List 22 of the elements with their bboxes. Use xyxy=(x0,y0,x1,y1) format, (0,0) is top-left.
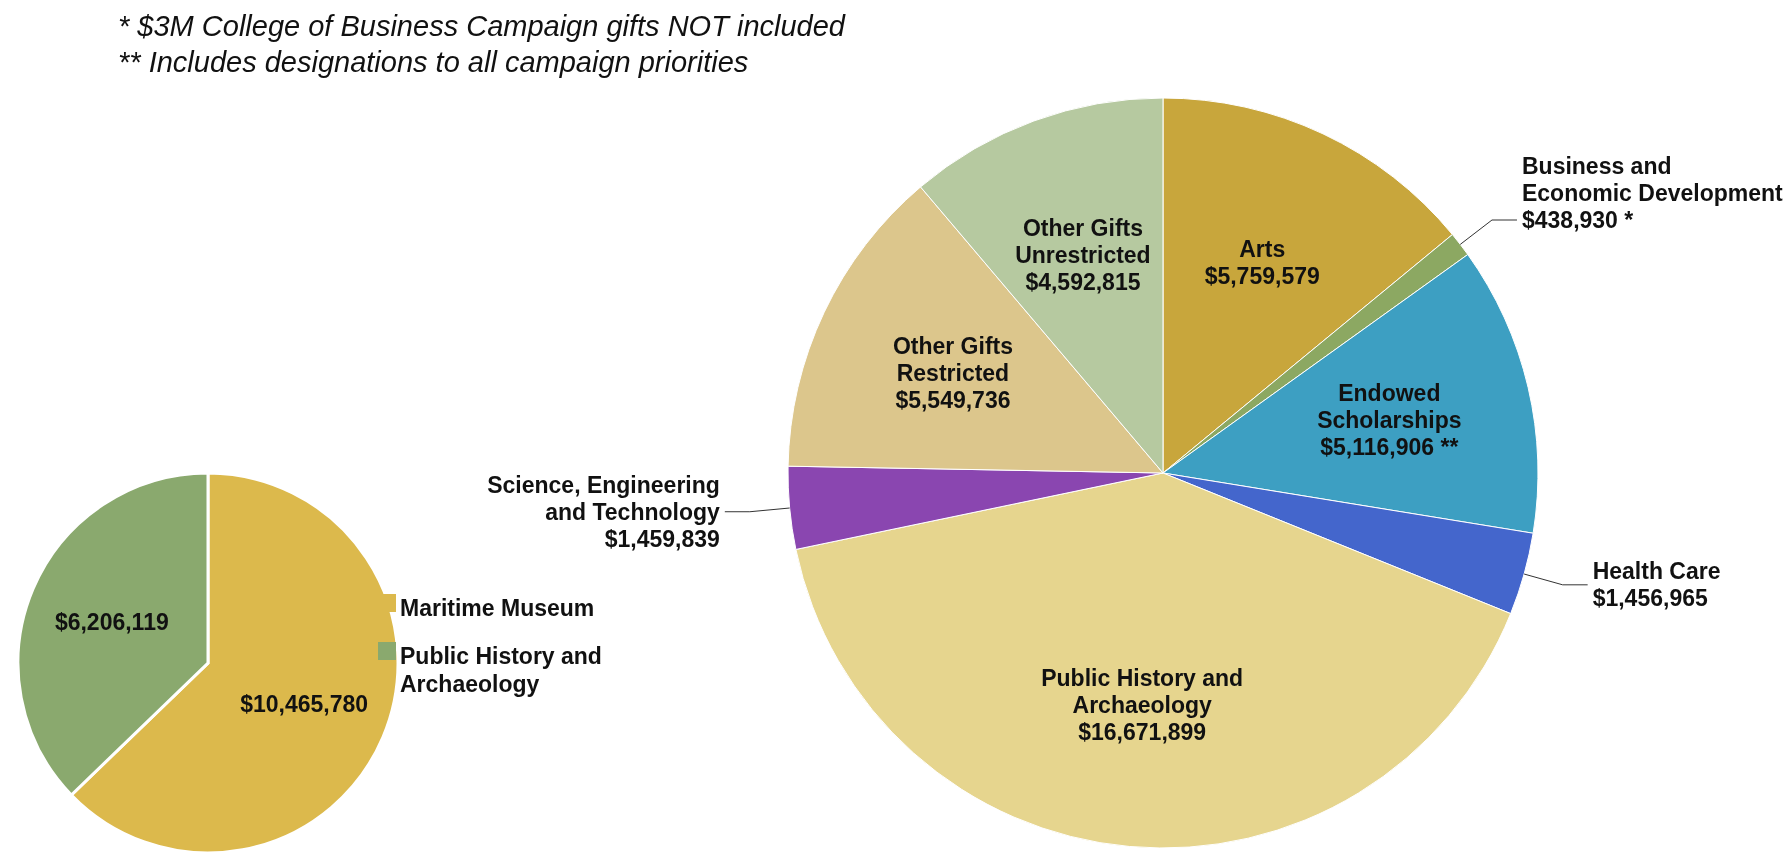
slice-label: Business and Economic Development xyxy=(1521,153,1784,207)
slice-label: Arts xyxy=(1239,236,1286,263)
data-label: $1,456,965 xyxy=(1592,585,1708,612)
data-label: $1,459,839 xyxy=(604,525,720,552)
legend-label: Public History and Archaeology xyxy=(400,641,603,698)
slice-label: Other Gifts Unrestricted xyxy=(1015,214,1151,268)
slice-label: Other Gifts Restricted xyxy=(892,333,1014,387)
data-label: $5,116,906 ** xyxy=(1320,433,1459,460)
slice-label: Public History and Archaeology xyxy=(1041,664,1244,718)
data-label: $5,549,736 xyxy=(895,387,1011,414)
data-label: $10,465,780 xyxy=(240,690,369,717)
text: ** Includes designations to all campaign priorities xyxy=(118,45,750,80)
legend-label: Maritime Museum xyxy=(400,593,595,622)
data-label: $438,930 * xyxy=(1521,207,1634,234)
text: * $3M College of Business Campaign gifts NOT included xyxy=(118,9,845,44)
data-label: $16,671,899 xyxy=(1078,718,1207,745)
slice-label: Science, Engineering and Technology xyxy=(487,471,721,525)
slice-label: Endowed Scholarships xyxy=(1317,379,1462,433)
slice-label: Health Care xyxy=(1592,558,1721,585)
data-label: $6,206,119 xyxy=(54,609,169,636)
data-label: $4,592,815 xyxy=(1025,268,1141,295)
data-label: $5,759,579 xyxy=(1204,263,1320,290)
